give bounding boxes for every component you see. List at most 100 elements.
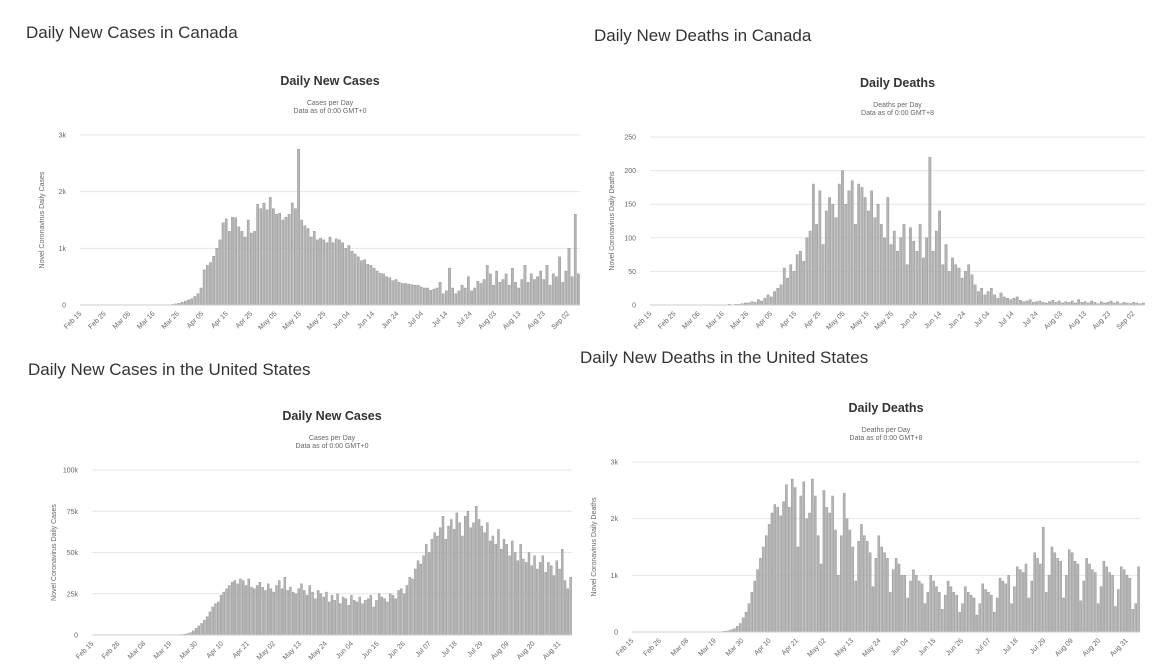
- bar: [776, 507, 780, 633]
- bar: [842, 492, 846, 633]
- y-axis-label: Novel Coronavirus Daily Deaths: [609, 171, 616, 271]
- bar: [854, 580, 857, 633]
- bar: [880, 546, 883, 633]
- bar: [750, 592, 754, 633]
- bar: [1070, 552, 1074, 633]
- x-tick-label: Jun 15: [918, 637, 938, 657]
- bar: [796, 546, 800, 633]
- bar: [897, 563, 901, 633]
- bar: [1073, 560, 1077, 633]
- bar: [975, 614, 979, 633]
- bar: [874, 558, 878, 633]
- bar: [1094, 572, 1097, 633]
- bar: [831, 495, 834, 633]
- y-tick-label: 25k: [67, 591, 79, 598]
- chart-title: Daily Deaths: [860, 76, 935, 90]
- bar: [865, 541, 869, 633]
- bar: [788, 507, 791, 633]
- bar: [857, 541, 860, 633]
- heading-ca-cases: Daily New Cases in Canada: [26, 23, 238, 42]
- bar: [811, 478, 814, 633]
- bar: [764, 535, 768, 633]
- x-tick-label: Jul 29: [1029, 637, 1047, 655]
- bar: [1053, 552, 1057, 633]
- bar: [943, 594, 947, 633]
- bar: [871, 586, 875, 633]
- bar: [909, 580, 912, 633]
- bar: [733, 628, 736, 633]
- bar: [938, 592, 941, 633]
- y-tick-label: 250: [624, 135, 636, 142]
- bar: [802, 481, 805, 633]
- y-tick-label: 2k: [59, 189, 67, 196]
- bar: [736, 626, 739, 633]
- bar: [972, 597, 976, 633]
- bar: [1042, 526, 1045, 633]
- bar: [915, 575, 918, 633]
- bar: [828, 512, 831, 633]
- x-tick-label: Feb 15: [615, 637, 635, 657]
- heading-us-deaths: Daily New Deaths in the United States: [580, 348, 869, 367]
- x-tick-label: Jul 18: [1002, 637, 1020, 655]
- bar: [1088, 563, 1091, 633]
- bar: [790, 478, 794, 633]
- bar: [1122, 569, 1126, 633]
- y-axis-label: Novel Coronavirus Daily Cases: [39, 171, 46, 268]
- chart-subtitle: Data as of 0:00 GMT+0: [296, 443, 369, 450]
- heading-us-cases: Daily New Cases in the United States: [28, 360, 311, 379]
- bar: [949, 586, 953, 633]
- bar: [753, 580, 756, 633]
- bar: [1018, 569, 1022, 633]
- bar: [837, 575, 840, 633]
- bar: [917, 580, 921, 633]
- bar: [955, 594, 958, 633]
- y-tick-label: 1k: [59, 246, 67, 253]
- bar: [814, 495, 817, 633]
- bar: [1125, 575, 1129, 633]
- y-tick-label: 0: [614, 630, 618, 637]
- bar: [1010, 603, 1013, 633]
- bar: [932, 580, 935, 633]
- bar: [981, 583, 984, 633]
- bar: [1047, 575, 1051, 633]
- chart-subtitle: Data as of 0:00 GMT+8: [861, 110, 934, 117]
- bar: [929, 575, 932, 633]
- bar: [964, 586, 967, 633]
- bar: [1062, 597, 1065, 633]
- chart-title: Daily New Cases: [282, 409, 381, 423]
- bar: [992, 611, 996, 633]
- bar: [941, 609, 944, 633]
- bar: [1033, 552, 1036, 633]
- bar: [1131, 609, 1135, 633]
- bar: [1085, 558, 1088, 633]
- bar: [1050, 546, 1054, 633]
- x-tick-label: Aug 20: [1082, 637, 1103, 658]
- bar: [834, 529, 837, 633]
- bar: [1119, 566, 1123, 633]
- bar: [808, 512, 811, 633]
- bar: [816, 535, 820, 633]
- bar: [1105, 566, 1109, 633]
- bar: [1004, 583, 1008, 633]
- bar: [1096, 603, 1100, 633]
- y-tick-label: 1k: [611, 573, 619, 580]
- bar: [762, 546, 765, 633]
- bar: [906, 597, 909, 633]
- bar: [860, 524, 863, 633]
- bar: [759, 558, 762, 633]
- bar: [1056, 558, 1059, 633]
- bar: [912, 569, 915, 633]
- y-tick-label: 100: [624, 235, 636, 242]
- y-tick-label: 50: [628, 269, 636, 276]
- chart-title: Daily Deaths: [848, 401, 923, 415]
- bar: [903, 575, 907, 633]
- y-tick-label: 200: [624, 168, 636, 175]
- bar: [845, 518, 849, 633]
- x-tick-label: May 13: [834, 637, 855, 658]
- bar: [1068, 549, 1071, 633]
- x-tick-label: May 24: [861, 637, 882, 658]
- bar: [891, 569, 895, 633]
